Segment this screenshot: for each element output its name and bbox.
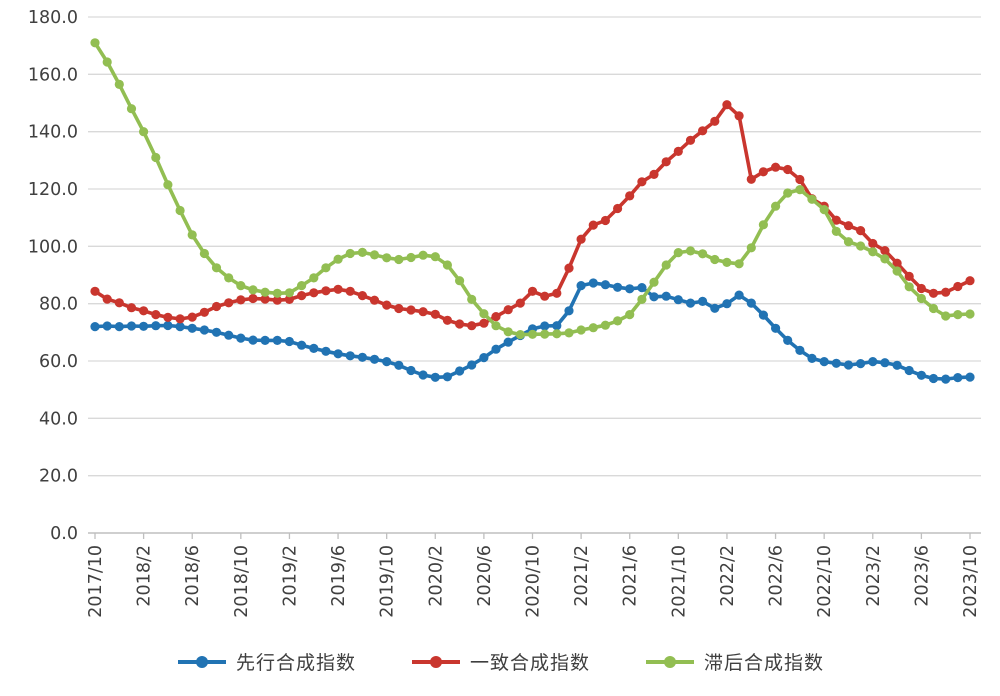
svg-text:2019/2: 2019/2 bbox=[280, 545, 300, 607]
svg-text:2023/6: 2023/6 bbox=[912, 545, 932, 607]
svg-text:2021/2: 2021/2 bbox=[572, 545, 592, 607]
legend-item-coincident-index: 一致合成指数 bbox=[410, 648, 590, 675]
coincident-index-marker-icon bbox=[411, 655, 460, 668]
lagging-index-marker-icon bbox=[646, 655, 694, 668]
svg-text:2019/10: 2019/10 bbox=[378, 545, 398, 618]
svg-text:120.0: 120.0 bbox=[28, 180, 78, 200]
svg-text:2022/6: 2022/6 bbox=[767, 545, 787, 607]
svg-text:2018/6: 2018/6 bbox=[183, 545, 203, 607]
legend-item-leading-index: 先行合成指数 bbox=[176, 648, 356, 675]
svg-text:2021/6: 2021/6 bbox=[621, 545, 641, 607]
svg-text:20.0: 20.0 bbox=[39, 467, 78, 487]
svg-text:0.0: 0.0 bbox=[50, 524, 78, 544]
svg-text:2020/2: 2020/2 bbox=[426, 545, 446, 607]
chart-legend: 先行合成指数 一致合成指数 滞后合成指数 bbox=[0, 648, 1000, 675]
svg-text:140.0: 140.0 bbox=[28, 123, 78, 143]
svg-text:60.0: 60.0 bbox=[39, 352, 78, 372]
svg-text:40.0: 40.0 bbox=[39, 409, 78, 429]
svg-text:2021/10: 2021/10 bbox=[669, 545, 689, 618]
svg-text:2018/2: 2018/2 bbox=[135, 545, 155, 607]
legend-item-lagging-index: 滞后合成指数 bbox=[644, 648, 824, 675]
svg-text:2023/10: 2023/10 bbox=[961, 545, 981, 618]
legend-label-leading-index: 先行合成指数 bbox=[235, 652, 356, 674]
svg-text:2018/10: 2018/10 bbox=[232, 545, 252, 618]
svg-text:2017/10: 2017/10 bbox=[86, 545, 106, 618]
svg-text:2023/2: 2023/2 bbox=[864, 545, 884, 607]
line-chart-plot-area: 0.0 20.0 40.0 60.0 80.0 100.0 120.0 140.0 160.0 1… bbox=[28, 8, 981, 618]
svg-text:2022/2: 2022/2 bbox=[718, 545, 738, 607]
svg-text:160.0: 160.0 bbox=[28, 65, 78, 85]
svg-text:180.0: 180.0 bbox=[28, 8, 78, 28]
legend-label-coincident-index: 一致合成指数 bbox=[469, 652, 590, 674]
svg-text:2020/10: 2020/10 bbox=[524, 545, 544, 618]
svg-text:100.0: 100.0 bbox=[28, 237, 78, 257]
svg-text:80.0: 80.0 bbox=[39, 295, 78, 315]
legend-label-lagging-index: 滞后合成指数 bbox=[704, 652, 825, 674]
svg-text:2019/6: 2019/6 bbox=[329, 545, 349, 607]
leading-index-marker-icon bbox=[177, 655, 226, 668]
svg-text:2020/6: 2020/6 bbox=[475, 545, 495, 607]
svg-text:2022/10: 2022/10 bbox=[815, 545, 835, 618]
